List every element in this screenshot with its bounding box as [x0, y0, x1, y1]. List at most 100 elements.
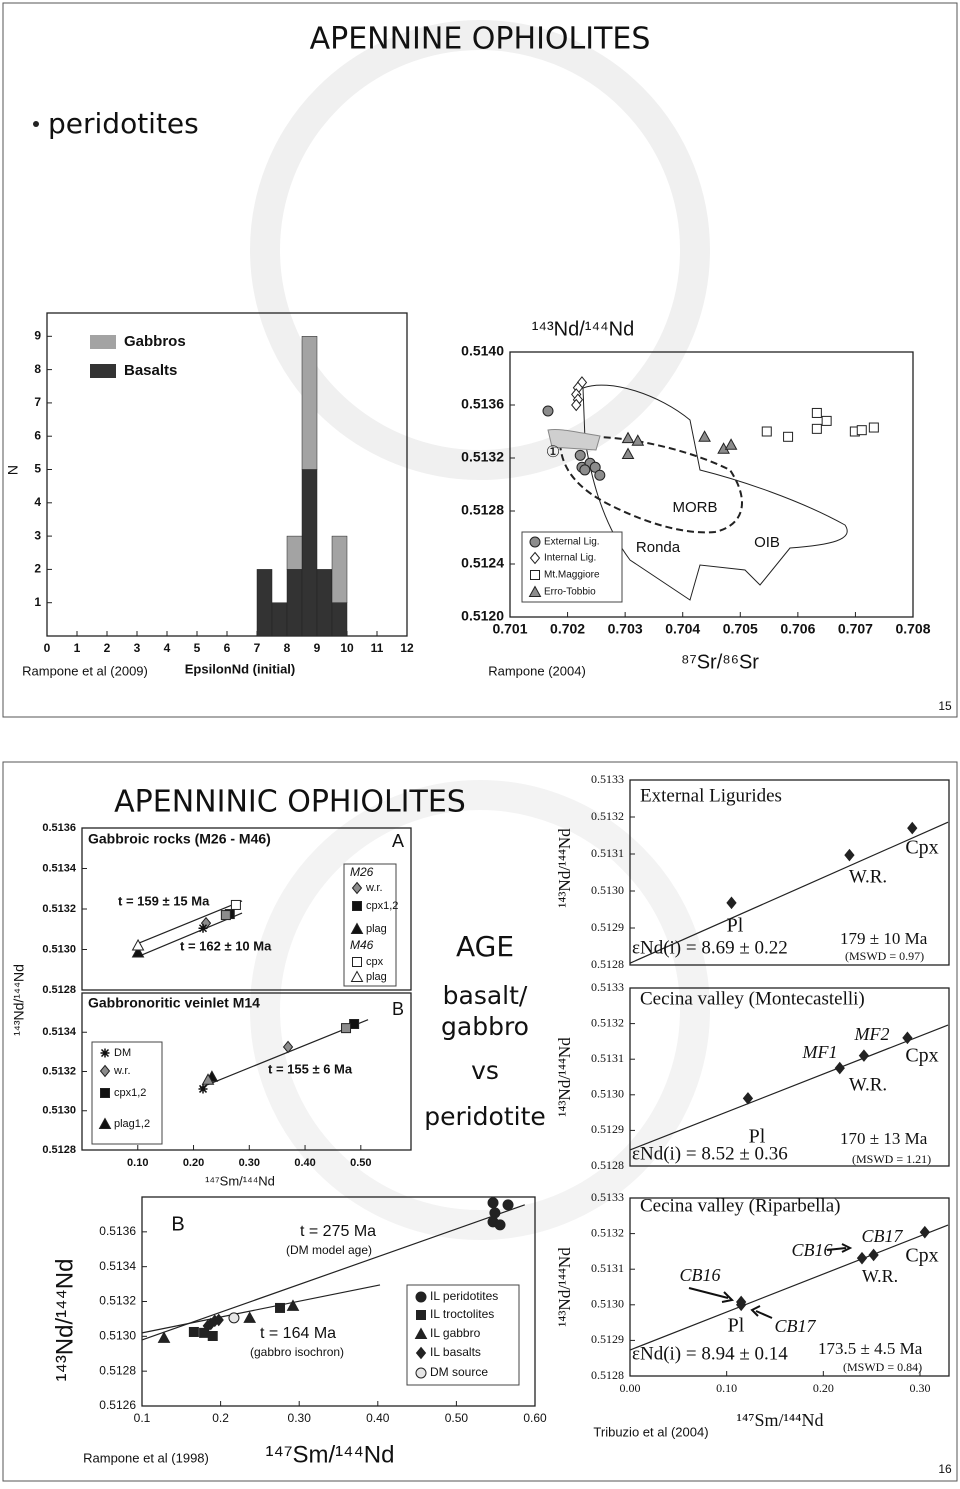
point — [489, 1207, 501, 1219]
legend-label: cpx — [366, 956, 384, 968]
y-tick-label: 0.5128 — [591, 1368, 624, 1382]
annotation: (DM model age) — [286, 1243, 372, 1257]
point — [902, 1031, 913, 1045]
point — [821, 415, 832, 426]
point — [868, 1248, 879, 1262]
annotation: M46 — [350, 938, 374, 952]
bar — [286, 535, 303, 570]
point — [487, 1197, 499, 1209]
annotation: OIB — [754, 534, 780, 551]
annotation: (MSWD = 0.97) — [845, 949, 924, 963]
caption: Tribuzio et al (2004) — [593, 1424, 708, 1439]
annotation: (MSWD = 1.21) — [852, 1152, 931, 1166]
x-tick-label: 11 — [371, 641, 384, 655]
y-tick-label: 1 — [34, 595, 41, 609]
legend-marker — [416, 1310, 426, 1320]
y-tick-label: 8 — [34, 362, 41, 376]
point — [811, 407, 822, 418]
point — [282, 1040, 294, 1054]
x-tick-label: 9 — [314, 641, 321, 655]
fit-line — [629, 821, 949, 964]
y-tick-label: 0.5131 — [591, 846, 624, 860]
watermark — [250, 780, 710, 1240]
annotation: t = 155 ± 6 Ma — [268, 1061, 353, 1076]
annotation: A — [392, 831, 404, 851]
x-axis-label: ¹⁴⁷Sm/¹⁴⁴Nd — [205, 1173, 275, 1188]
legend-marker — [415, 1367, 427, 1379]
y-tick-label: 0.5130 — [591, 1087, 624, 1101]
point — [201, 1073, 215, 1085]
legend-label: plag — [366, 923, 387, 935]
arrow — [688, 1287, 735, 1303]
field-outline — [547, 429, 601, 451]
annotation: External Ligurides — [640, 785, 782, 806]
point — [341, 1023, 352, 1034]
x-tick-label: 0.706 — [780, 621, 815, 637]
y-tick-label: 0.5131 — [591, 1261, 624, 1275]
y-tick-label: 2 — [34, 562, 41, 576]
arrow — [826, 1243, 853, 1253]
point — [858, 1049, 870, 1062]
bar — [331, 602, 348, 637]
y-tick-label: 0.5130 — [591, 883, 624, 897]
point — [868, 422, 879, 433]
x-tick-label: 0.2 — [212, 1411, 229, 1425]
bar — [271, 602, 288, 637]
y-tick-label: 0.5130 — [42, 1105, 76, 1117]
point — [571, 398, 582, 412]
x-tick-label: 0.10 — [716, 1381, 737, 1395]
y-tick-label: 0.5140 — [461, 343, 504, 359]
y-tick-label: 0.5130 — [591, 1297, 624, 1311]
point — [856, 425, 867, 436]
point — [698, 430, 711, 442]
annotation: Cecina valley (Riparbella) — [640, 1195, 840, 1216]
y-tick-label: 0.5128 — [42, 984, 76, 996]
annotation: CB17 — [774, 1316, 816, 1336]
annotation: CB16 — [679, 1265, 720, 1285]
point — [621, 447, 635, 460]
legend-marker — [350, 922, 364, 934]
legend-label: DM — [114, 1047, 131, 1059]
point — [230, 899, 241, 910]
y-axis-label: ¹⁴³Nd/¹⁴⁴Nd — [532, 318, 634, 340]
plot-frame — [629, 987, 950, 1167]
watermark — [250, 20, 710, 480]
legend-label: Internal Lig. — [544, 553, 596, 564]
slide-text: basalt/ — [443, 981, 528, 1010]
x-tick-label: 0.50 — [445, 1411, 469, 1425]
annotation: Gabbroic rocks (M26 - M46) — [88, 831, 271, 847]
annotation: Pl — [728, 1315, 745, 1337]
annotation: t = 159 ± 15 Ma — [118, 893, 210, 908]
point — [594, 469, 606, 481]
legend-marker — [350, 970, 364, 982]
y-tick-label: 0.5136 — [42, 822, 76, 834]
x-tick-label: 0.705 — [723, 621, 758, 637]
point — [579, 464, 591, 476]
legend-marker — [352, 957, 362, 967]
x-tick-label: 0.1 — [134, 1411, 151, 1425]
legend-marker — [415, 1291, 427, 1303]
y-axis-label: ¹⁴³Nd/¹⁴⁴Nd — [555, 1037, 574, 1117]
legend-label: IL peridotites — [430, 1289, 498, 1303]
point — [907, 821, 918, 835]
point — [834, 1061, 845, 1075]
annotation: 173.5 ± 4.5 Ma — [818, 1339, 923, 1358]
y-tick-label: 0.5129 — [591, 1332, 624, 1346]
annotation: εNd(i) = 8.52 ± 0.36 — [632, 1143, 788, 1164]
fit-line — [137, 900, 243, 944]
legend-marker — [99, 1064, 111, 1078]
y-tick-label: 0.5132 — [591, 809, 624, 823]
legend-marker — [100, 1088, 110, 1098]
bar — [316, 569, 333, 637]
point — [574, 449, 586, 461]
slide-text: peridotite — [424, 1102, 546, 1131]
point — [198, 923, 208, 933]
x-tick-label: 12 — [400, 641, 414, 655]
x-tick-label: 0.704 — [665, 621, 700, 637]
legend-swatch — [90, 335, 116, 349]
y-tick-label: 0.5131 — [591, 1051, 624, 1065]
bar — [331, 535, 348, 603]
legend-marker — [528, 585, 542, 597]
point — [243, 1311, 257, 1323]
point — [220, 910, 231, 921]
